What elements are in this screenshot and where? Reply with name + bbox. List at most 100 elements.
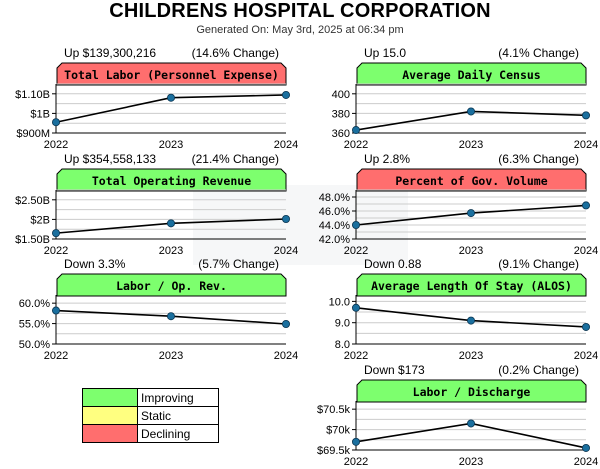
x-tick-label: 2023 [459,139,483,151]
x-tick-label: 2024 [574,350,598,362]
x-tick-label: 2022 [44,350,68,362]
legend-swatch-static [83,407,138,424]
legend-label-declining: Declining [141,426,191,441]
data-point [352,221,361,230]
chart-svg: Total Operating Revenue $1.50B $2B $2.50B 20… [15,168,298,257]
data-point [281,319,290,328]
legend-item-declining: Declining [83,425,218,442]
x-tick-label: 2023 [159,245,183,257]
x-tick-label: 2023 [459,350,483,362]
x-tick-label: 2022 [344,245,368,257]
y-tick-label: $900M [16,128,50,140]
change-amount: Up 2.8% [364,152,411,166]
x-tick-label: 2022 [44,139,68,151]
chart-panel: Up 2.8% (6.3% Change) Percent of Gov. Volu… [300,152,600,258]
change-amount: Up 15.0 [364,46,407,60]
data-point [466,316,475,325]
x-tick-label: 2024 [574,245,598,257]
y-tick-label: 55.0% [19,319,50,331]
y-tick-label: 46.0% [319,206,350,218]
y-tick-label: $70.5k [317,404,351,416]
y-tick-label: 48.0% [319,192,350,204]
chart-title-tab [356,379,587,403]
x-tick-label: 2023 [459,245,483,257]
data-point [281,215,290,224]
chart-svg: Total Labor (Personnel Expense) $900M $1B $… [15,62,298,151]
chart-title: Labor / Discharge [413,385,531,399]
x-tick-label: 2022 [344,456,368,468]
data-point [466,419,475,428]
y-tick-label: 380 [332,108,350,120]
legend-item-static: Static [83,407,218,425]
data-point [581,111,590,120]
x-tick-label: 2024 [274,139,298,151]
chart-title: Percent of Gov. Volume [395,174,547,188]
y-tick-label: 44.0% [319,220,350,232]
chart-title: Total Labor (Personnel Expense) [64,68,279,82]
chart-title-tab [356,168,587,192]
change-amount: Down 0.88 [364,257,422,271]
x-tick-label: 2024 [574,456,598,468]
x-tick-label: 2022 [344,350,368,362]
change-percent: (0.2% Change) [498,363,579,377]
chart-title: Labor / Op. Rev. [116,279,227,293]
change-percent: (14.6% Change) [191,46,279,60]
chart-svg: Labor / Discharge $69.5k $70k $70.5k 2022 202… [317,379,598,468]
change-amount: Down $173 [364,363,425,377]
change-amount: Up $354,558,133 [64,152,157,166]
chart-title-tab [356,273,587,297]
legend-item-improving: Improving [83,389,218,407]
chart-panel: Down 0.88 (9.1% Change) Average Length Of … [300,257,600,363]
x-tick-label: 2024 [274,245,298,257]
change-percent: (4.1% Change) [498,46,579,60]
change-percent: (6.3% Change) [498,152,579,166]
data-point [166,312,175,321]
chart-panel: Up $139,300,216 (14.6% Change) Total Labor… [0,46,300,152]
change-amount: Down 3.3% [64,257,126,271]
chart-title: Average Daily Census [402,68,540,82]
y-tick-label: 9.0 [335,318,350,330]
chart-svg: Average Daily Census 360 380 400 2022 2023 202… [332,62,598,151]
chart-title-tab [56,273,287,297]
chart-panel: Up $354,558,133 (21.4% Change) Total Opera… [0,152,300,258]
chart-svg: Percent of Gov. Volume 42.0% 44.0% 46.0% 48.… [319,168,598,257]
chart-title-tab [56,168,287,192]
y-tick-label: 400 [332,89,350,101]
legend-swatch-declining [83,425,138,442]
data-point [466,107,475,116]
page-subtitle: Generated On: May 3rd, 2025 at 06:34 pm [196,24,404,36]
data-point [581,443,590,452]
data-point [466,209,475,218]
y-tick-label: 8.0 [335,339,350,351]
chart-title: Average Length Of Stay (ALOS) [371,279,572,293]
x-tick-label: 2023 [159,350,183,362]
y-tick-label: $2.50B [15,195,50,207]
legend: Improving Static Declining [82,388,219,443]
y-tick-label: 50.0% [19,339,50,351]
data-point [352,437,361,446]
legend-label-improving: Improving [141,390,194,405]
data-point [352,303,361,312]
data-point [281,90,290,99]
chart-panel: Down $173 (0.2% Change) Labor / Discharge $… [300,363,600,469]
data-point [52,229,61,238]
data-point [52,306,61,315]
data-point [581,322,590,331]
x-tick-label: 2023 [159,139,183,151]
legend-label-static: Static [141,408,172,423]
y-tick-label: $70k [326,425,350,437]
chart-panel: Up 15.0 (4.1% Change) Average Daily Census… [300,46,600,152]
y-tick-label: $1B [30,108,50,120]
change-amount: Up $139,300,216 [64,46,157,60]
chart-panel: Down 3.3% (5.7% Change) Labor / Op. Rev. 50… [0,257,300,363]
chart-svg: Labor / Op. Rev. 50.0% 55.0% 60.0% 2022 2023 2… [19,273,298,362]
data-point [581,201,590,210]
x-tick-label: 2022 [344,139,368,151]
y-tick-label: $69.5k [317,445,351,457]
chart-title: Total Operating Revenue [92,174,251,188]
y-tick-label: $1.50B [15,234,50,246]
change-percent: (9.1% Change) [498,257,579,271]
chart-title-tab [56,62,287,86]
x-tick-label: 2022 [44,245,68,257]
y-tick-label: 360 [332,128,350,140]
